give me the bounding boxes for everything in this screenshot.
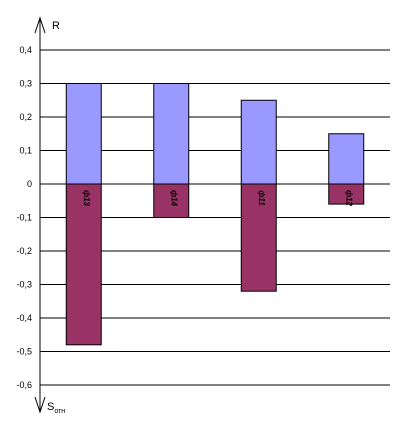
category-label: ф12 [344,190,353,207]
y-tick-label: -0,2 [16,246,32,256]
bar-positive [65,83,102,185]
category-labels: ф13 ф14 ф11 ф12 [82,190,354,207]
arrow-down-icon [34,396,46,414]
arrow-up-icon [34,16,46,34]
y-axis-label-bottom-main: S [47,401,54,413]
category-label: ф13 [82,190,91,207]
y-tick-label: -0,1 [16,213,32,223]
y-tick-label: -0,3 [16,280,32,290]
y-tick-label: 0,1 [19,146,32,156]
y-axis-label-bottom: Sотн [47,401,65,415]
y-tick-label: -0,4 [16,313,32,323]
bar-positive [240,99,277,185]
bar-positive [153,83,190,185]
y-tick-labels: 0,4 0,3 0,2 0,1 0 -0,1 -0,2 -0,3 -0,4 -0,5 -0,6 [16,45,32,390]
category-label: ф14 [169,190,178,207]
bars [65,83,365,346]
y-axis [34,16,46,414]
bar-negative [153,183,190,218]
bar-positive [328,133,365,185]
y-axis-label-bottom-sub: отн [54,408,65,415]
bar-negative [240,183,277,292]
y-tick-label: 0,4 [19,45,32,55]
y-tick-label: 0,3 [19,79,32,89]
category-label: ф11 [257,190,266,206]
bar-negative [328,183,365,205]
y-tick-label: -0,6 [16,380,32,390]
y-axis-label-top: R [52,20,60,32]
y-tick-label: -0,5 [16,347,32,357]
bar-negative [65,183,102,346]
y-tick-label: 0 [27,179,32,189]
y-tick-label: 0,2 [19,112,32,122]
